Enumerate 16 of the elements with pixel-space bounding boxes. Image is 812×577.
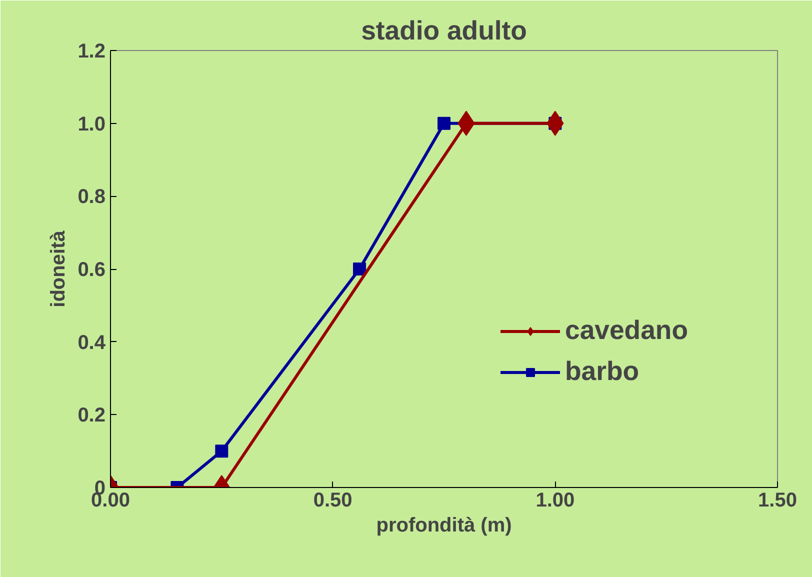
- y-tick-label: 1.2: [78, 40, 106, 62]
- y-tick-label: 1.0: [78, 113, 106, 136]
- x-tick-label: 1.50: [758, 490, 797, 512]
- x-axis-title: profondità (m): [376, 514, 512, 536]
- x-tick-label: 1.00: [536, 490, 575, 512]
- x-tick-label: 0.50: [313, 490, 352, 512]
- y-tick-label: 0.8: [78, 186, 106, 208]
- legend-label: barbo: [565, 356, 640, 387]
- point: [353, 262, 366, 276]
- point: [438, 116, 450, 130]
- legend-label: cavedano: [565, 315, 688, 346]
- y-tick-label: 0.4: [78, 332, 106, 354]
- y-tick-label: 0.6: [78, 259, 106, 281]
- chart-title: stadio adulto: [361, 16, 527, 46]
- y-tick-label: 0.2: [78, 404, 106, 427]
- y-axis-title: idoneità: [48, 230, 70, 308]
